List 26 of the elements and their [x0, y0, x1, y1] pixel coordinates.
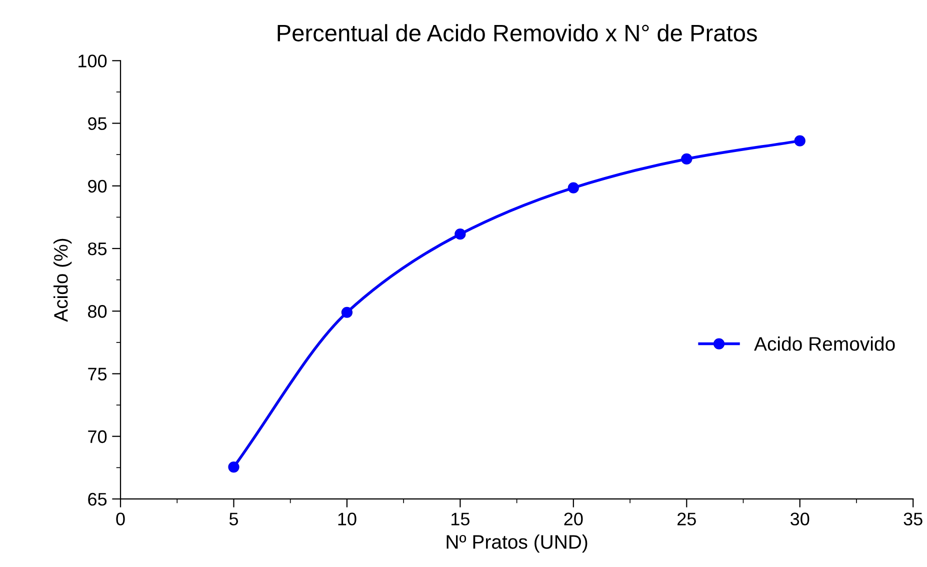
- chart-title: Percentual de Acido Removido x N° de Pratos: [278, 24, 757, 42]
- x-tick-label: 5: [229, 512, 238, 526]
- point: [568, 182, 579, 194]
- x-tick-label: 0: [116, 512, 125, 526]
- y-tick-label: 95: [88, 117, 107, 130]
- y-axis-title: Acido (%): [54, 238, 72, 322]
- point: [228, 461, 240, 473]
- x-tick-label: 30: [790, 512, 810, 526]
- x-axis-title: Nº Pratos (UND): [446, 534, 588, 553]
- x-tick-label: 25: [678, 512, 696, 526]
- x-tick-label: 15: [452, 512, 470, 526]
- y-tick-label: 100: [78, 54, 107, 68]
- y-tick-label: 65: [88, 492, 107, 506]
- y-tick-label: 90: [88, 180, 107, 193]
- x-tick-label: 35: [904, 512, 922, 526]
- point: [341, 306, 353, 318]
- y-tick-label: 75: [88, 368, 107, 380]
- x-tick-label: 10: [338, 512, 356, 526]
- y-tick-label: 80: [88, 305, 107, 318]
- y-tick-label: 85: [88, 242, 107, 256]
- y-tick-label: 70: [88, 430, 107, 444]
- legend-label: Acido Removido: [754, 336, 895, 351]
- point: [454, 228, 466, 240]
- x-tick-label: 20: [564, 512, 583, 526]
- point: [794, 135, 806, 146]
- point: [681, 153, 692, 165]
